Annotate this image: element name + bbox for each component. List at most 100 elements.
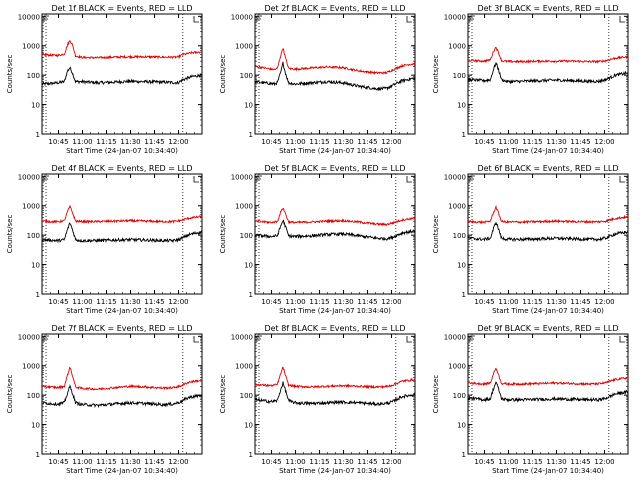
y-axis-label: Counts/sec bbox=[219, 375, 227, 414]
x-tick-label: 10:45 bbox=[474, 138, 494, 146]
x-tick-label: 10:45 bbox=[474, 298, 494, 306]
corner-mark-left bbox=[43, 15, 49, 22]
y-tick-label: 100 bbox=[27, 232, 40, 240]
x-tick-label: 11:30 bbox=[333, 458, 353, 466]
x-tick-label: 11:00 bbox=[285, 138, 305, 146]
plot-frame bbox=[467, 173, 629, 295]
x-tick-label: 11:15 bbox=[309, 458, 329, 466]
x-tick-label: 11:15 bbox=[96, 298, 116, 306]
plot-frame bbox=[41, 173, 203, 295]
plot-frame bbox=[467, 13, 629, 135]
x-tick-label: 11:00 bbox=[498, 298, 518, 306]
x-tick-label: 11:15 bbox=[522, 298, 542, 306]
x-tick-label: 11:30 bbox=[546, 458, 566, 466]
x-tick-label: 11:00 bbox=[285, 298, 305, 306]
plot-frame bbox=[254, 13, 416, 135]
y-tick-label: 100 bbox=[27, 392, 40, 400]
y-tick-label: 10000 bbox=[444, 173, 466, 181]
panel-det-8: Det 8f BLACK = Events, RED = LLD 1 10 100 10… bbox=[219, 324, 416, 475]
corner-mark-left bbox=[256, 175, 262, 182]
y-tick-label: 10 bbox=[244, 102, 253, 110]
panel-det-5: Det 5f BLACK = Events, RED = LLD 1 10 100 10… bbox=[219, 164, 416, 315]
panel-title: Det 5f BLACK = Events, RED = LLD bbox=[264, 164, 405, 173]
lld-series-line bbox=[254, 208, 416, 227]
corner-mark-left bbox=[469, 335, 475, 342]
x-axis-label: Start Time (24-Jan-07 10:34:40) bbox=[279, 307, 391, 315]
x-tick-label: 11:45 bbox=[357, 298, 377, 306]
x-tick-label: 11:00 bbox=[498, 458, 518, 466]
x-tick-label: 11:45 bbox=[144, 298, 164, 306]
y-axis-label: Counts/sec bbox=[219, 55, 227, 94]
y-tick-label: 1000 bbox=[235, 363, 253, 371]
y-tick-label: 1 bbox=[249, 291, 253, 299]
y-tick-label: 1 bbox=[462, 451, 466, 459]
panel-det-4: Det 4f BLACK = Events, RED = LLD 1 10 100 10… bbox=[6, 164, 203, 315]
events-series-line bbox=[467, 381, 629, 403]
y-axis-label: Counts/sec bbox=[219, 215, 227, 254]
panel-title: Det 9f BLACK = Events, RED = LLD bbox=[477, 324, 618, 333]
x-tick-label: 11:15 bbox=[96, 138, 116, 146]
panel-det-9: Det 9f BLACK = Events, RED = LLD 1 10 100 10… bbox=[432, 324, 629, 475]
x-tick-label: 12:00 bbox=[381, 458, 401, 466]
x-tick-label: 11:45 bbox=[144, 138, 164, 146]
x-tick-label: 11:30 bbox=[333, 138, 353, 146]
lld-series-line bbox=[254, 48, 416, 75]
x-tick-label: 11:00 bbox=[72, 298, 92, 306]
corner-mark-right bbox=[406, 16, 412, 23]
y-tick-label: 1000 bbox=[235, 43, 253, 51]
panel-title: Det 1f BLACK = Events, RED = LLD bbox=[51, 4, 192, 13]
y-tick-label: 100 bbox=[27, 72, 40, 80]
plot-frame bbox=[254, 173, 416, 295]
y-tick-label: 10000 bbox=[231, 13, 253, 21]
y-tick-label: 10 bbox=[457, 262, 466, 270]
panel-title: Det 6f BLACK = Events, RED = LLD bbox=[477, 164, 618, 173]
corner-mark-right bbox=[406, 336, 412, 343]
corner-mark-left bbox=[256, 15, 262, 22]
x-tick-label: 11:30 bbox=[120, 298, 140, 306]
y-tick-label: 100 bbox=[240, 72, 253, 80]
y-tick-label: 1 bbox=[36, 451, 40, 459]
y-tick-label: 1000 bbox=[448, 363, 466, 371]
panel-title: Det 2f BLACK = Events, RED = LLD bbox=[264, 4, 405, 13]
plot-frame bbox=[41, 333, 203, 455]
x-tick-label: 10:45 bbox=[48, 298, 68, 306]
panel-title: Det 4f BLACK = Events, RED = LLD bbox=[51, 164, 192, 173]
x-tick-label: 10:45 bbox=[261, 458, 281, 466]
panel-det-3: Det 3f BLACK = Events, RED = LLD 1 10 100 10… bbox=[432, 4, 629, 155]
y-tick-label: 1000 bbox=[448, 203, 466, 211]
panel-title: Det 3f BLACK = Events, RED = LLD bbox=[477, 4, 618, 13]
y-tick-label: 10000 bbox=[18, 333, 40, 341]
lld-series-line bbox=[467, 204, 629, 225]
y-axis-label: Counts/sec bbox=[6, 215, 14, 254]
x-axis-label: Start Time (24-Jan-07 10:34:40) bbox=[279, 147, 391, 155]
y-tick-label: 1 bbox=[462, 131, 466, 139]
y-tick-label: 1 bbox=[249, 131, 253, 139]
x-tick-label: 11:15 bbox=[522, 458, 542, 466]
corner-mark-right bbox=[193, 176, 199, 183]
panel-det-1: Det 1f BLACK = Events, RED = LLD 1 10 100 10… bbox=[6, 4, 203, 155]
y-axis-label: Counts/sec bbox=[432, 215, 440, 254]
x-tick-label: 12:00 bbox=[594, 138, 614, 146]
y-tick-label: 10 bbox=[244, 422, 253, 430]
x-tick-label: 10:45 bbox=[48, 458, 68, 466]
y-axis-label: Counts/sec bbox=[432, 375, 440, 414]
corner-mark-left bbox=[469, 15, 475, 22]
x-tick-label: 12:00 bbox=[381, 298, 401, 306]
corner-mark-left bbox=[43, 175, 49, 182]
y-axis-label: Counts/sec bbox=[432, 55, 440, 94]
y-tick-label: 1000 bbox=[448, 43, 466, 51]
lld-series-line bbox=[41, 205, 203, 225]
x-tick-label: 12:00 bbox=[594, 458, 614, 466]
x-tick-label: 11:45 bbox=[357, 138, 377, 146]
x-tick-label: 11:45 bbox=[570, 298, 590, 306]
corner-mark-right bbox=[619, 16, 625, 23]
x-tick-label: 10:45 bbox=[261, 298, 281, 306]
lld-series-line bbox=[467, 367, 629, 387]
x-tick-label: 11:15 bbox=[309, 138, 329, 146]
x-axis-label: Start Time (24-Jan-07 10:34:40) bbox=[66, 467, 178, 475]
plot-frame bbox=[41, 13, 203, 135]
x-tick-label: 11:15 bbox=[522, 138, 542, 146]
y-tick-label: 1000 bbox=[22, 363, 40, 371]
x-tick-label: 11:00 bbox=[72, 458, 92, 466]
y-tick-label: 10000 bbox=[231, 173, 253, 181]
